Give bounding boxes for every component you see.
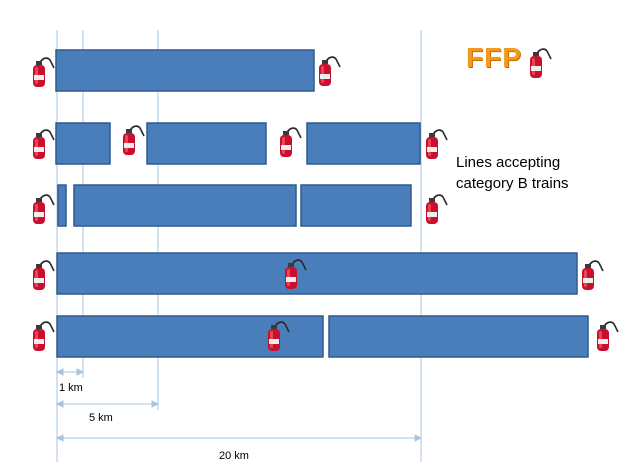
fire-extinguisher-icon bbox=[32, 321, 55, 352]
annotation-line-2: category B trains bbox=[456, 175, 569, 192]
scale-label-5km: 5 km bbox=[89, 412, 113, 424]
guide-lines bbox=[56, 30, 422, 462]
fire-extinguisher-icon bbox=[32, 260, 55, 291]
row3-segment-2 bbox=[73, 184, 297, 227]
row2-segment-3 bbox=[306, 122, 421, 165]
row2-segment-2 bbox=[146, 122, 267, 165]
fire-extinguisher-icon bbox=[581, 260, 604, 291]
row4-segment-1 bbox=[56, 252, 578, 295]
scale-label-1km: 1 km bbox=[59, 382, 83, 394]
arrow-head bbox=[55, 368, 64, 376]
fire-extinguisher-icon bbox=[425, 129, 448, 160]
ffp-title: FFP bbox=[466, 42, 522, 73]
fire-extinguisher-icon bbox=[596, 321, 619, 352]
arrow-head bbox=[414, 434, 423, 442]
annotation-line-1: Lines accepting bbox=[456, 154, 561, 171]
fire-extinguisher-icon bbox=[529, 48, 552, 79]
arrow-head bbox=[151, 400, 160, 408]
fire-extinguisher-icon bbox=[318, 56, 341, 87]
line-segments bbox=[55, 49, 589, 358]
fire-extinguisher-icon bbox=[279, 127, 302, 158]
fire-extinguisher-icon bbox=[32, 57, 55, 88]
fire-extinguisher-icon bbox=[122, 125, 145, 156]
arrow-head bbox=[55, 400, 64, 408]
arrow-head bbox=[76, 368, 85, 376]
lines-annotation: Lines accepting category B trains bbox=[456, 152, 626, 194]
row2-segment-1 bbox=[55, 122, 111, 165]
fire-extinguisher-icon bbox=[425, 194, 448, 225]
row1-segment-1 bbox=[55, 49, 315, 92]
row5-segment-2 bbox=[328, 315, 589, 358]
row3-segment-1 bbox=[57, 184, 67, 227]
fire-extinguisher-icon bbox=[32, 129, 55, 160]
scale-bars bbox=[55, 368, 423, 442]
scale-label-20km: 20 km bbox=[219, 450, 249, 462]
arrow-head bbox=[55, 434, 64, 442]
fire-extinguisher-icon bbox=[32, 194, 55, 225]
row3-segment-3 bbox=[300, 184, 412, 227]
